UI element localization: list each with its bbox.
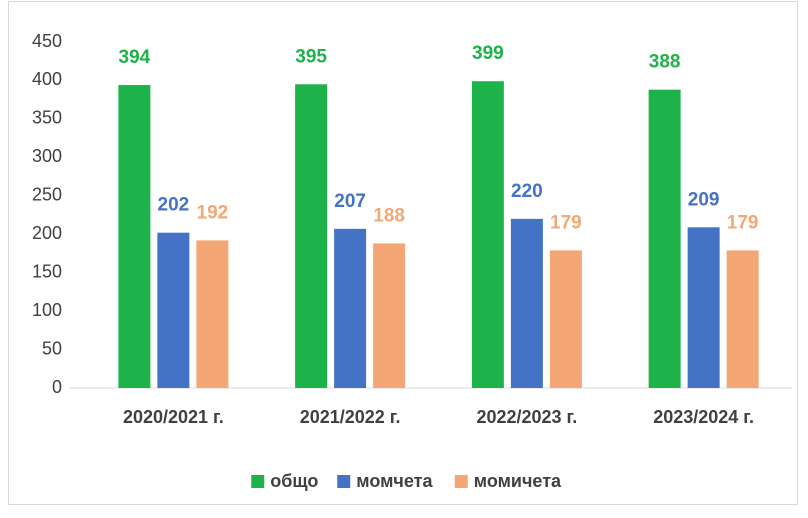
y-tick-label: 150 — [32, 261, 62, 281]
y-tick-label: 450 — [32, 31, 62, 51]
bar — [726, 250, 759, 388]
y-tick-label: 350 — [32, 108, 62, 128]
bar — [648, 89, 681, 388]
y-tick-label: 400 — [32, 69, 62, 89]
value-label: 220 — [511, 181, 543, 202]
value-label: 179 — [727, 212, 759, 233]
x-tick-label: 2020/2021 г. — [123, 407, 224, 427]
value-label: 188 — [373, 205, 405, 226]
value-label: 395 — [295, 46, 327, 67]
legend-label: момчета — [356, 471, 433, 491]
value-label: 209 — [688, 189, 720, 210]
value-label: 179 — [550, 212, 582, 233]
legend-swatch — [454, 475, 468, 488]
y-tick-label: 300 — [32, 146, 62, 166]
value-label: 399 — [472, 43, 504, 64]
value-label: 388 — [649, 52, 681, 73]
bar — [510, 218, 543, 388]
bar — [295, 84, 328, 389]
bar — [157, 232, 190, 388]
bar — [687, 227, 720, 388]
value-label: 207 — [334, 191, 366, 212]
bar — [549, 250, 582, 388]
x-tick-label: 2022/2023 г. — [476, 407, 577, 427]
x-tick-label: 2021/2022 г. — [300, 407, 401, 427]
bar — [118, 85, 151, 389]
value-label: 394 — [119, 47, 151, 68]
y-tick-label: 250 — [32, 185, 62, 205]
y-tick-label: 50 — [42, 338, 62, 358]
y-tick-label: 0 — [52, 377, 62, 397]
legend-swatch — [337, 475, 351, 488]
bar — [373, 243, 406, 388]
value-label: 192 — [197, 202, 229, 223]
legend-label: общо — [270, 471, 318, 491]
bar — [196, 240, 229, 388]
legend-swatch — [251, 475, 265, 488]
y-tick-label: 100 — [32, 300, 62, 320]
value-label: 202 — [158, 195, 190, 216]
bar — [471, 81, 504, 389]
legend-label: момичета — [474, 471, 562, 491]
y-tick-label: 200 — [32, 223, 62, 243]
x-tick-label: 2023/2024 г. — [653, 407, 754, 427]
bar — [334, 228, 367, 388]
